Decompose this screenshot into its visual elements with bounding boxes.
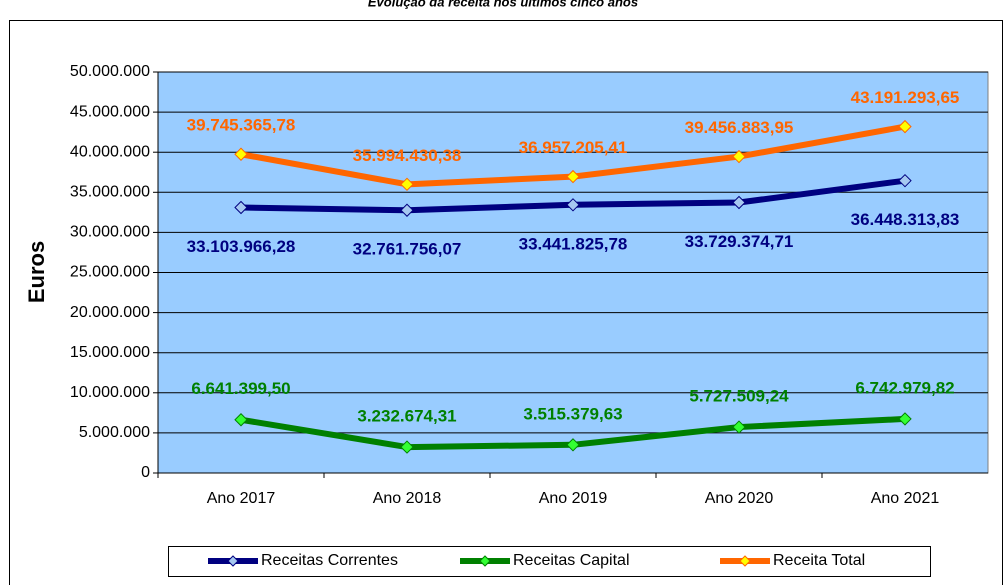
data-label: 6.641.399,50 — [191, 379, 290, 398]
marker — [234, 413, 248, 427]
marker — [732, 195, 746, 210]
y-tick-label: 35.000.000 — [70, 184, 150, 201]
data-label: 5.727.509,24 — [689, 387, 789, 406]
data-label: 36.957.205,41 — [519, 138, 628, 157]
data-label: 35.994.430,38 — [353, 146, 462, 165]
x-tick-label: Ano 2017 — [207, 490, 276, 507]
y-tick-label: 0 — [141, 464, 150, 481]
chart-title: Evolução da receita nos últimos cinco an… — [368, 0, 638, 9]
x-tick-label: Ano 2020 — [705, 490, 774, 507]
y-axis-label: Euros — [24, 241, 49, 303]
y-tick-label: 40.000.000 — [70, 143, 150, 160]
marker — [400, 203, 414, 217]
legend-label: Receita Total — [773, 552, 865, 569]
data-label: 6.742.979,82 — [855, 378, 954, 397]
legend-marker — [479, 555, 491, 567]
legend-marker — [739, 555, 751, 567]
data-label: 43.191.293,65 — [851, 88, 960, 107]
marker — [898, 119, 912, 134]
data-label: 39.745.365,78 — [187, 116, 296, 135]
y-tick-label: 5.000.000 — [79, 424, 150, 441]
y-tick-label: 45.000.000 — [70, 103, 150, 120]
legend-marker — [227, 555, 239, 567]
marker — [400, 177, 414, 192]
marker — [234, 147, 248, 161]
x-tick-label: Ano 2018 — [373, 490, 442, 507]
data-label: 33.729.374,71 — [685, 232, 794, 251]
marker — [898, 173, 912, 188]
marker — [732, 149, 746, 164]
y-tick-label: 30.000.000 — [70, 224, 150, 241]
y-tick-label: 50.000.000 — [70, 63, 150, 80]
marker — [566, 198, 580, 212]
data-label: 3.515.379,63 — [523, 404, 622, 423]
x-tick-label: Ano 2019 — [539, 490, 608, 507]
marker — [400, 440, 414, 454]
marker — [566, 169, 580, 184]
data-label: 39.456.883,95 — [685, 118, 794, 137]
marker — [898, 412, 912, 426]
data-label: 32.761.756,07 — [353, 240, 462, 259]
data-label: 36.448.313,83 — [851, 210, 960, 229]
legend — [168, 546, 931, 577]
data-label: 33.441.825,78 — [519, 234, 628, 253]
legend-label: Receitas Correntes — [261, 552, 398, 569]
marker — [234, 200, 248, 215]
legend-label: Receitas Capital — [513, 552, 630, 569]
y-tick-label: 25.000.000 — [70, 264, 150, 281]
marker — [566, 438, 580, 452]
data-label: 33.103.966,28 — [187, 237, 296, 256]
data-label: 3.232.674,31 — [357, 407, 456, 426]
y-tick-label: 15.000.000 — [70, 344, 150, 361]
y-tick-label: 20.000.000 — [70, 304, 150, 321]
marker — [732, 420, 746, 434]
y-tick-label: 10.000.000 — [70, 384, 150, 401]
x-tick-label: Ano 2021 — [871, 490, 940, 507]
